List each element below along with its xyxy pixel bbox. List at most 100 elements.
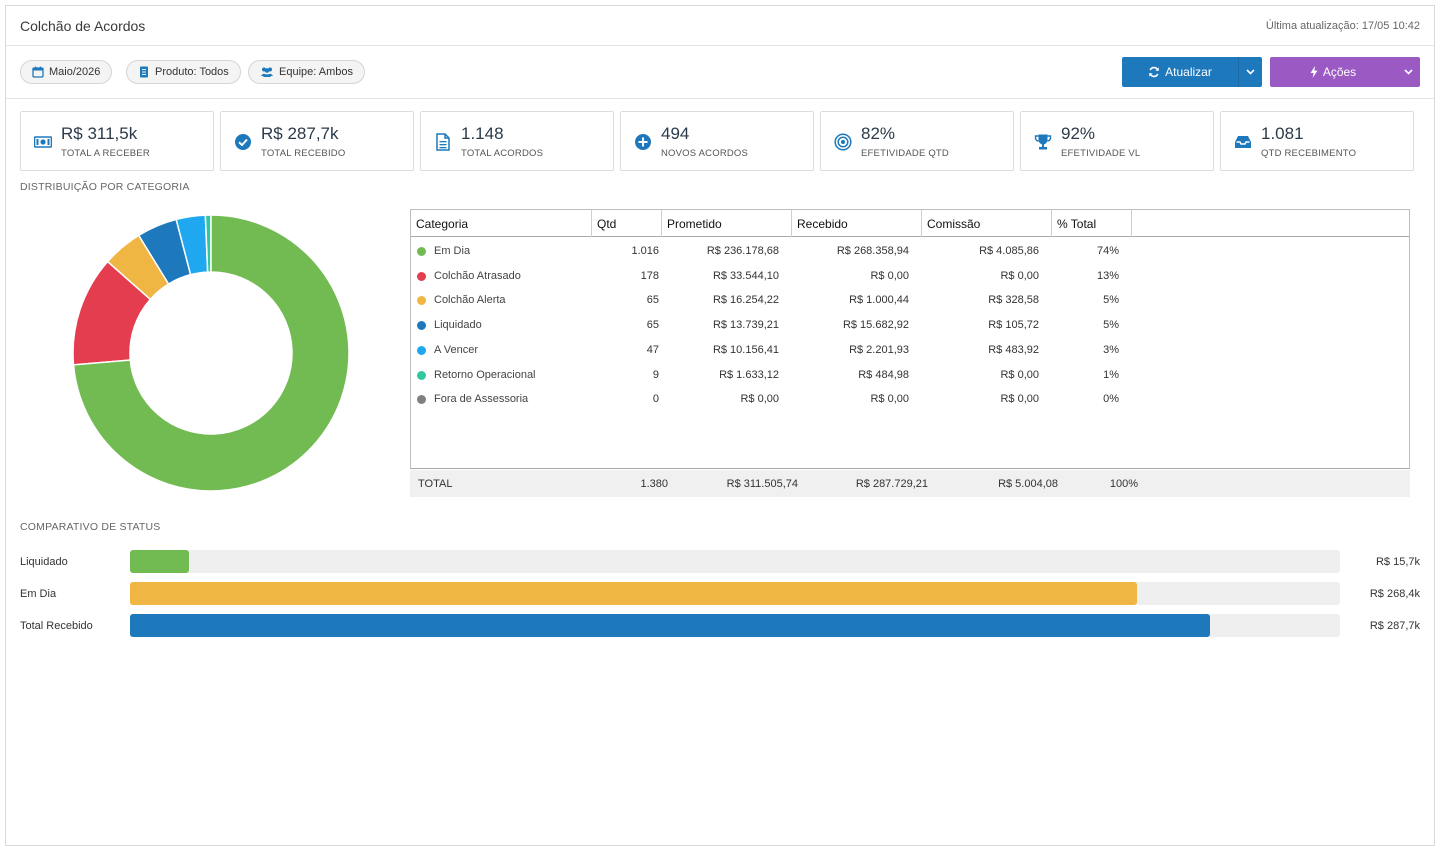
cell-pct: 74% [1096,245,1119,257]
cell-categoria: Em Dia [434,245,471,257]
kpi-value: R$ 311,5k [61,124,138,143]
cell-recebido: R$ 0,00 [870,269,909,282]
cell-pct: 1% [1103,368,1119,381]
cell-recebido: R$ 1.000,44 [849,294,909,307]
cell-categoria: Liquidado [434,319,482,332]
chevron-down-icon [1403,69,1413,75]
bar-track [130,614,1340,637]
cell-prometido: R$ 236.178,68 [706,245,779,257]
donut-slice-em-dia[interactable] [72,214,350,492]
kpi-label: TOTAL ACORDOS [461,148,544,159]
cell-pct: 5% [1103,294,1119,307]
category-color-dot [417,345,426,355]
bar-value-label: R$ 15,7k [1375,556,1420,568]
filter-month-label: Maio/2026 [49,66,101,78]
cell-comissao: R$ 483,92 [988,343,1039,356]
dashboard-window: Colchão de Acordos Última atualização: 1… [5,5,1435,846]
column-header-qtd[interactable]: Qtd [592,210,662,237]
bar-fill [130,550,189,573]
inbox-icon [1235,136,1251,148]
table-row[interactable]: Colchão Alerta 65 R$ 16.254,22 R$ 1.000,44 R… [411,288,1409,312]
cell-categoria: Retorno Operacional [434,368,536,381]
cell-categoria: A Vencer [434,343,479,356]
table-row[interactable]: Colchão Atrasado 178 R$ 33.544,10 R$ 0,00 R$… [411,264,1409,288]
cell-prometido: R$ 1.633,12 [719,368,779,381]
filter-team-label: Equipe: Ambos [279,66,353,78]
column-header-categoria[interactable]: Categoria [411,210,592,237]
kpi-efetividade-qtd: 82% EFETIVIDADE QTD [820,111,1014,171]
refresh-button-label: Atualizar [1165,65,1212,79]
kpi-total-recebido: R$ 287,7k TOTAL RECEBIDO [220,111,414,171]
kpi-value: 82% [861,124,896,143]
cell-qtd: 0 [652,393,659,406]
calendar-icon [32,66,44,78]
kpi-label: QTD RECEBIMENTO [1261,148,1357,159]
kpi-value: 1.148 [461,124,504,143]
cell-comissao: R$ 0,00 [1000,269,1039,282]
cell-recebido: R$ 2.201,93 [849,343,909,356]
total-pct: 100% [1109,478,1138,490]
column-header-comissao[interactable]: Comissão [922,210,1052,237]
cell-qtd: 178 [640,269,659,282]
actions-button-main[interactable]: Ações [1270,57,1396,87]
bar-value-label: R$ 268,4k [1369,588,1420,600]
filter-toolbar: Maio/2026 Produto: Todos Equipe: Ambos A… [6,46,1434,99]
bar-value-label: R$ 287,7k [1369,620,1420,632]
cell-pct: 5% [1103,319,1119,332]
cell-qtd: 65 [646,319,659,332]
column-header-pct-total[interactable]: % Total [1052,210,1132,237]
actions-button[interactable]: Ações [1270,57,1420,87]
bar-track [130,582,1340,605]
column-header-prometido[interactable]: Prometido [662,210,792,237]
chevron-down-icon [1246,69,1255,75]
kpi-qtd-recebimento: 1.081 QTD RECEBIMENTO [1220,111,1414,171]
cell-recebido: R$ 268.358,94 [836,245,909,257]
money-icon [34,136,52,148]
kpi-value: 1.081 [1261,124,1304,143]
file-icon [436,133,450,151]
actions-button-label: Ações [1322,65,1357,79]
cell-categoria: Colchão Atrasado [434,269,521,282]
cell-qtd: 65 [646,294,659,307]
refresh-button-main[interactable]: Atualizar [1122,57,1238,87]
category-color-dot [417,247,426,256]
distribution-section-title: DISTRIBUIÇÃO POR CATEGORIA [20,181,190,193]
table-row[interactable]: Em Dia 1.016 R$ 236.178,68 R$ 268.358,94 R$ … [411,239,1409,263]
cell-qtd: 9 [652,368,659,381]
kpi-total-a-receber: R$ 311,5k TOTAL A RECEBER [20,111,214,171]
bar-fill [130,614,1210,637]
bar-track [130,550,1340,573]
bolt-icon [1310,66,1318,78]
table-row[interactable]: Liquidado 65 R$ 13.739,21 R$ 15.682,92 R$ 10… [411,313,1409,337]
refresh-button[interactable]: Atualizar [1122,57,1262,87]
table-total-row: TOTAL 1.380 R$ 311.505,74 R$ 287.729,21 … [410,470,1410,497]
table-row[interactable]: A Vencer 47 R$ 10.156,41 R$ 2.201,93 R$ 483,… [411,338,1409,362]
column-header-recebido[interactable]: Recebido [792,210,922,237]
kpi-value: 92% [1061,124,1096,143]
kpi-total-acordos: 1.148 TOTAL ACORDOS [420,111,614,171]
actions-dropdown-toggle[interactable] [1396,57,1420,87]
plus-circle-icon [635,134,651,150]
table-header: Categoria Qtd Prometido Recebido Comissã… [411,210,1409,237]
bar-label: Em Dia [20,588,57,600]
filter-team-chip[interactable]: Equipe: Ambos [248,60,365,84]
users-icon [261,67,273,77]
kpi-label: TOTAL A RECEBER [61,148,150,159]
bar-label: Liquidado [20,556,68,568]
document-icon [140,66,148,78]
refresh-dropdown-toggle[interactable] [1238,57,1262,87]
filter-product-chip[interactable]: Produto: Todos [126,60,241,84]
table-row[interactable]: Retorno Operacional 9 R$ 1.633,12 R$ 484,98… [411,363,1409,387]
cell-qtd: 47 [646,343,659,356]
table-row[interactable]: Fora de Assessoria 0 R$ 0,00 R$ 0,00 R$ 0,00… [411,387,1409,411]
total-prometido: R$ 311.505,74 [726,478,798,490]
cell-pct: 0% [1103,393,1119,406]
category-donut-chart [72,214,350,492]
category-color-dot [417,321,426,331]
total-label: TOTAL [418,478,453,490]
cell-recebido: R$ 15.682,92 [842,319,909,332]
cell-pct: 13% [1096,269,1119,282]
filter-month-chip[interactable]: Maio/2026 [20,60,113,84]
category-table: Categoria Qtd Prometido Recebido Comissã… [410,209,1410,469]
refresh-icon [1149,66,1159,78]
